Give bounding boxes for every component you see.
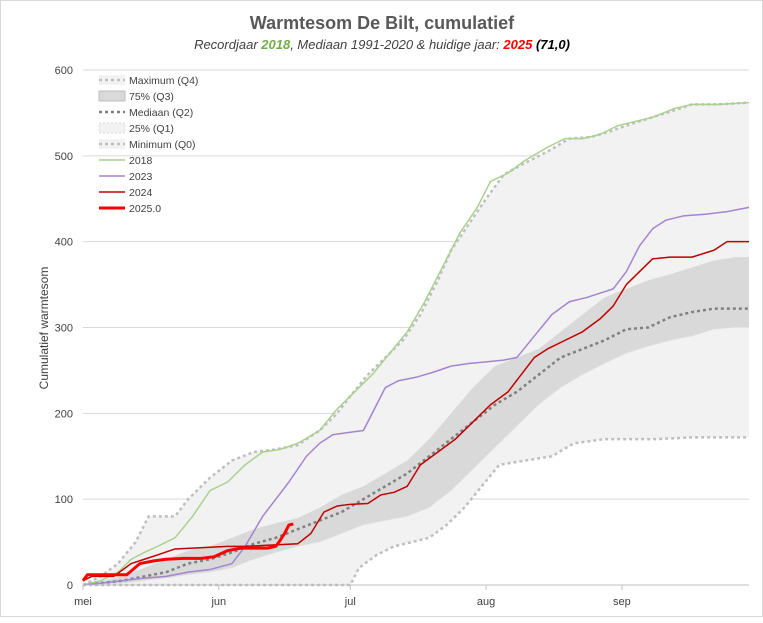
legend-swatch: [98, 122, 126, 134]
y-tick-0: 0: [67, 580, 73, 592]
legend-item-2023: 2023: [99, 171, 153, 183]
y-tick-100: 100: [55, 494, 73, 506]
legend-item-2018: 2018: [99, 155, 153, 167]
legend: Maximum (Q4) 75% (Q3) Mediaan (Q2) 25% (Q1)…: [98, 75, 198, 215]
y-axis-label: Cumulatief warmtesom: [37, 267, 51, 390]
x-tick-jul: jul: [344, 596, 356, 608]
band-75-q3: [83, 257, 749, 585]
legend-label: 2023: [129, 171, 153, 183]
band-maximum-q4: [83, 102, 749, 585]
legend-item-mediaan-q2: Mediaan (Q2): [99, 107, 193, 119]
legend-item-25-q1: 25% (Q1): [98, 122, 174, 135]
series-line-2023: [82, 206, 750, 586]
legend-item-minimum-q0: Minimum (Q0): [99, 139, 196, 151]
band-layer: [83, 102, 749, 585]
y-tick-600: 600: [55, 65, 73, 77]
series-line-25-q1: [82, 327, 749, 586]
legend-label: Mediaan (Q2): [129, 107, 193, 119]
chart-subtitle: Recordjaar 2018, Mediaan 1991-2020 & hui…: [194, 37, 570, 52]
legend-label: 75% (Q3): [129, 91, 174, 103]
axis-layer: 0 100 200 300 400 500 600 mei jun jul aug sep: [55, 65, 749, 608]
subtitle-current-year: 2025: [502, 37, 533, 52]
series-line-minimum-q0: [83, 436, 749, 587]
y-tick-500: 500: [55, 151, 73, 163]
series-layer: [81, 101, 750, 587]
x-tick-mei: mei: [74, 596, 92, 608]
legend-label: 2018: [129, 155, 153, 167]
series-line-2024: [82, 240, 749, 582]
subtitle-current-value: (71,0): [536, 37, 570, 52]
x-tick-aug: aug: [477, 596, 495, 608]
series-line-2018: [82, 101, 750, 586]
legend-label: 25% (Q1): [129, 123, 174, 135]
legend-item-2024: 2024: [99, 187, 153, 199]
legend-label: Minimum (Q0): [129, 139, 196, 151]
y-tick-200: 200: [55, 408, 73, 420]
chart-title: Warmtesom De Bilt, cumulatief: [250, 13, 515, 33]
legend-item-maximum-q4: Maximum (Q4): [99, 75, 198, 87]
legend-swatch: [98, 90, 126, 102]
x-tick-sep: sep: [613, 596, 631, 608]
subtitle-record-year: 2018: [260, 37, 291, 52]
legend-label: Maximum (Q4): [129, 75, 198, 87]
y-tick-400: 400: [55, 237, 73, 249]
series-line-mediaan-q2: [82, 307, 749, 587]
subtitle-prefix: Recordjaar: [194, 37, 261, 52]
y-tick-300: 300: [55, 323, 73, 335]
series-line-2025-0: [81, 522, 294, 582]
series-line-maximum-q4: [82, 101, 750, 587]
legend-label: 2025.0: [129, 203, 161, 215]
subtitle-middle: , Mediaan 1991-2020 & huidige jaar:: [290, 37, 503, 52]
legend-item-75-q3: 75% (Q3): [98, 90, 174, 103]
legend-item-2025-0: 2025.0: [99, 203, 161, 215]
x-tick-jun: jun: [210, 596, 226, 608]
legend-label: 2024: [129, 187, 153, 199]
